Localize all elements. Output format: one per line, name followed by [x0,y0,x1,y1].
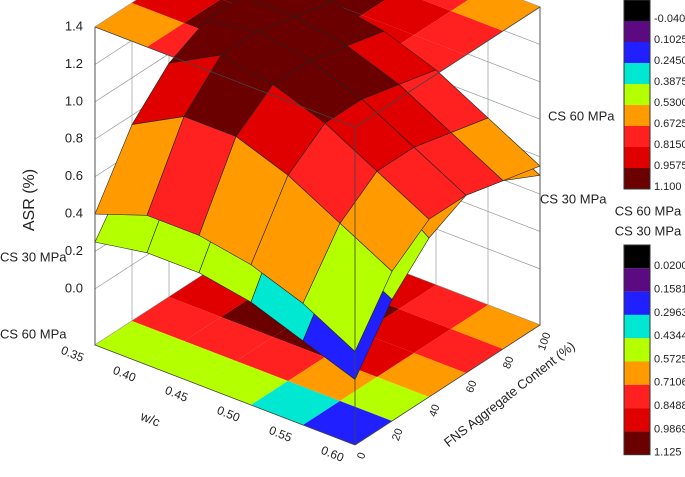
colorbar-swatch [624,291,650,315]
y-tick-label: 60 [464,379,479,395]
z-tick-label: 1.0 [65,93,83,108]
floor-contour [340,377,429,421]
colorbar-tick-label: 0.2450 [654,55,685,67]
colorbar-tick-label: -0.04000 [654,13,685,25]
floor-contour [251,381,340,425]
colorbar-swatch [624,361,650,385]
floor-contour [303,401,392,445]
y-tick-label: 20 [390,427,405,443]
top-contour [95,3,184,47]
z-tick-label: 0.6 [65,168,83,183]
floor-contour [184,317,273,361]
colorbar-tick-label: 1.125 [654,447,682,459]
colorbar-tick-label: 0.1581 [654,284,685,296]
colorbar-tick-label: 0.4344 [654,330,685,342]
colorbar-swatch [624,338,650,362]
y-tick-label: 40 [427,403,442,419]
y-tick-label: 0 [355,451,368,461]
floor-contour [147,341,236,385]
top-contour [132,0,220,23]
floor-contour [451,305,540,349]
floor-contour [362,309,451,353]
surface-label: CS 60 MPa [0,326,67,341]
floor-contour [414,329,503,373]
colorbar-tick-label: 0.3875 [654,76,685,88]
colorbar-tick-label: 0.6725 [654,118,685,130]
surface-label: CS 30 MPa [540,191,607,206]
box-edge [94,26,356,128]
colorbar-tick-label: 0.8150 [654,139,685,151]
colorbar-swatch [624,384,650,409]
colorbar-swatch [624,245,650,269]
colorbar-swatch [624,63,650,84]
x-tick-label: 0.50 [215,403,242,425]
colorbar-swatch [624,105,650,126]
floor-contour [95,321,184,365]
x-tick-label: 0.35 [59,343,86,365]
colorbar-tick-label: 1.100 [654,181,682,193]
z-tick-label: 0.8 [65,131,83,146]
z-tick-label: 0.4 [65,205,83,220]
colorbar-tick-label: 0.5725 [654,353,685,365]
top-contour [362,0,451,35]
colorbar-frame [623,0,651,190]
colorbar-tick-label: 0.5300 [654,97,685,109]
colorbar-swatch [624,431,650,455]
x-tick-label: 0.60 [319,443,346,465]
colorbar-swatch [624,42,650,63]
z-axis-title: ASR (%) [21,169,38,231]
box-edge [354,6,541,128]
colorbar-title: CS 60 MPa [615,203,682,218]
colorbar-swatch [624,268,650,292]
floor-contour [169,273,258,317]
floor-contour [199,361,288,405]
y-tick-label: 100 [536,331,554,352]
surface-cell [302,222,393,352]
top-contour [323,0,386,15]
colorbar-swatch [624,408,650,432]
floor-contour [399,285,488,329]
colorbar-tick-label: 0.8488 [654,400,685,412]
colorbar-swatch [624,84,650,105]
colorbar-swatch [624,168,650,189]
colorbar-swatch [624,126,650,147]
top-contour [414,11,503,55]
x-tick-label: 0.40 [111,363,138,385]
floor-contour [132,297,221,341]
top-contour [422,0,468,11]
colorbar-tick-label: 0.9575 [654,160,685,172]
z-tick-label: 0.2 [65,243,83,258]
colorbar-frame [623,244,651,456]
colorbar-tick-label: 0.9869 [654,423,685,435]
colorbar-swatch [624,0,650,21]
x-tick-label: 0.45 [163,383,190,405]
colorbar-tick-label: 0.7106 [654,377,685,389]
colorbar-title: CS 30 MPa [615,223,682,238]
colorbar-tick-label: 0.2963 [654,307,685,319]
floor-contour [377,353,466,397]
z-tick-label: 0.0 [65,280,83,295]
colorbar-swatch [624,314,650,339]
surface-label: CS 60 MPa [548,108,615,123]
colorbar-tick-label: 0.1025 [654,34,685,46]
top-contour [451,0,540,31]
box-edge [94,344,356,446]
colorbar-swatch [624,21,650,42]
x-axis-title: w/c [138,408,163,430]
box-edge [354,324,541,446]
y-tick-label: 80 [501,355,516,371]
floor-contour [236,337,325,381]
colorbar-swatch [624,147,650,168]
z-tick-label: 1.4 [65,18,83,33]
z-tick-label: 1.2 [65,56,83,71]
x-tick-label: 0.55 [267,423,294,445]
surface-label: CS 30 MPa [0,249,67,264]
